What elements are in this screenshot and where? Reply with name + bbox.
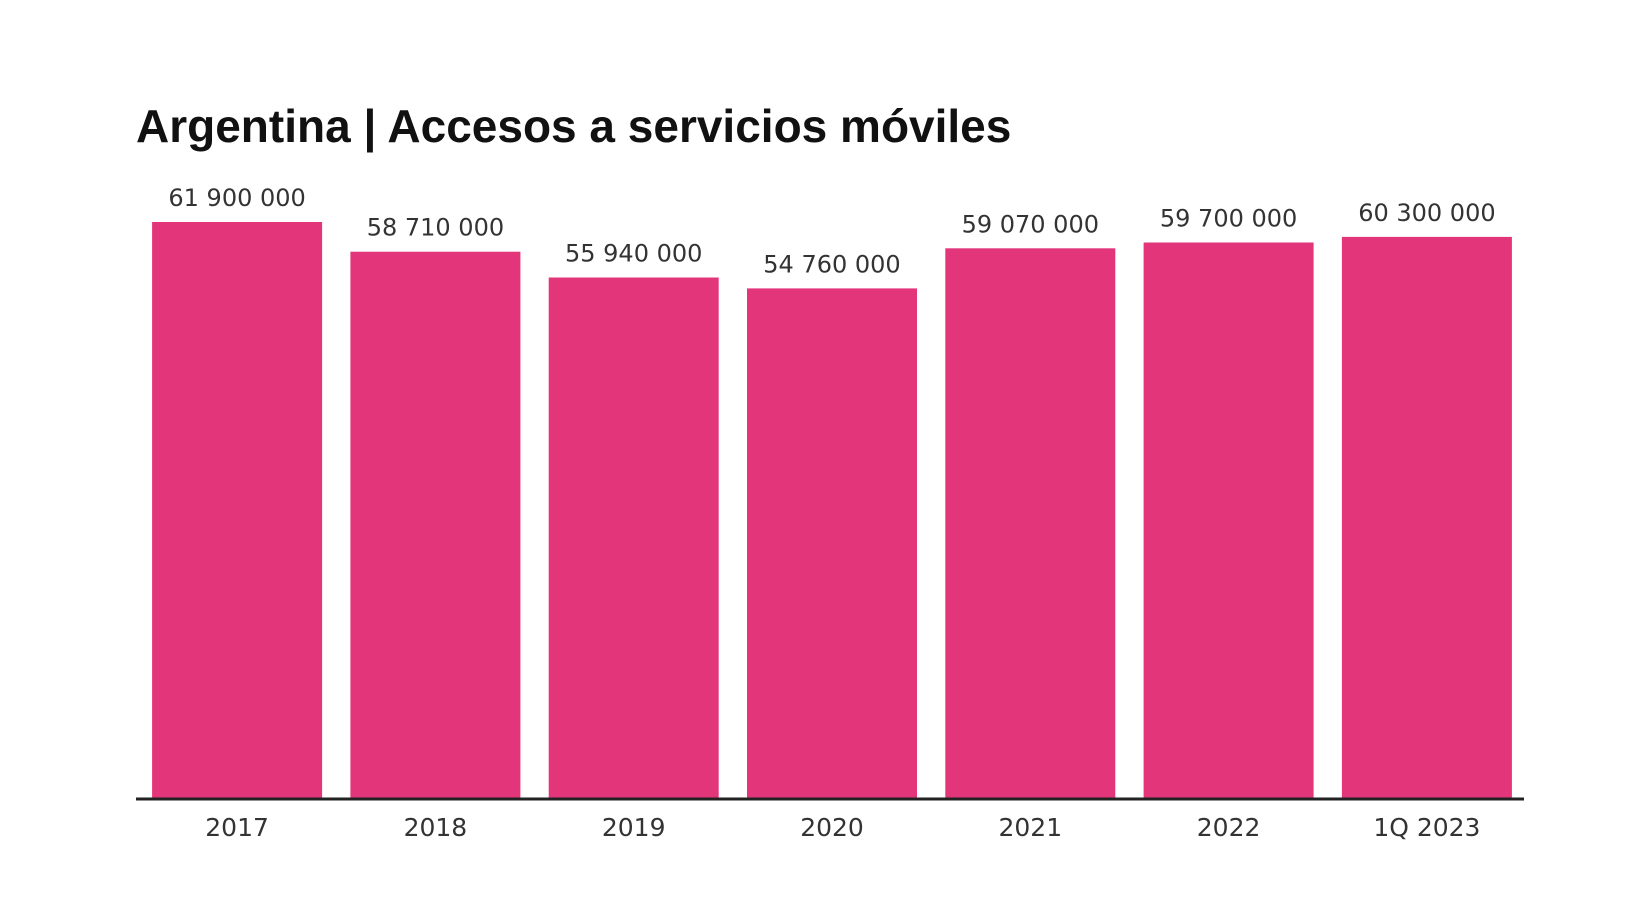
x-tick-label-0: 2017 <box>205 813 269 842</box>
tick-labels-layer: 2017 2018 2019 2020 2021 2022 1Q 2023 <box>205 813 1480 842</box>
bar-0 <box>152 222 323 798</box>
bar-5 <box>1143 242 1314 798</box>
value-label-4: 59 070 000 <box>962 210 1099 238</box>
value-label-3: 54 760 000 <box>763 250 900 278</box>
x-tick-label-2: 2019 <box>602 813 666 842</box>
x-tick-label-4: 2021 <box>998 813 1062 842</box>
x-tick-label-6: 1Q 2023 <box>1373 813 1480 842</box>
bar-4 <box>945 248 1116 799</box>
value-label-6: 60 300 000 <box>1358 199 1495 227</box>
bar-1 <box>350 251 521 798</box>
x-tick-label-1: 2018 <box>404 813 468 842</box>
bar-3 <box>747 288 917 798</box>
value-label-1: 58 710 000 <box>367 214 504 242</box>
x-tick-label-3: 2020 <box>800 813 864 842</box>
x-tick-label-5: 2022 <box>1197 813 1261 842</box>
bars-layer <box>152 222 1512 799</box>
bar-6 <box>1341 236 1512 798</box>
chart-title: Argentina | Accesos a servicios móviles <box>136 100 1012 152</box>
value-label-2: 55 940 000 <box>565 240 702 268</box>
value-labels-layer: 61 900 000 58 710 000 55 940 000 54 760 000… <box>168 184 1495 278</box>
bar-2 <box>548 277 719 798</box>
value-label-0: 61 900 000 <box>168 184 305 212</box>
value-label-5: 59 700 000 <box>1160 205 1297 233</box>
